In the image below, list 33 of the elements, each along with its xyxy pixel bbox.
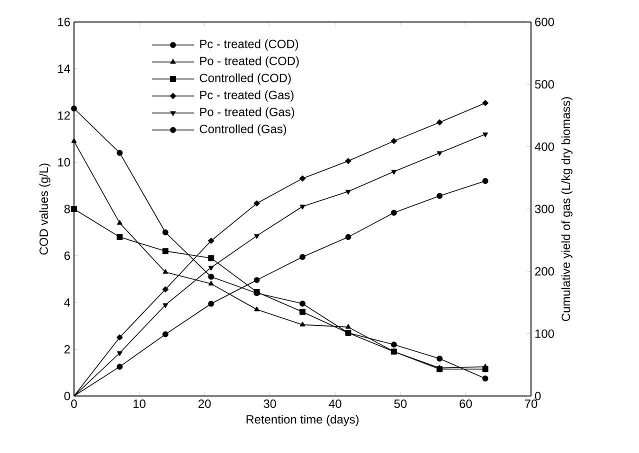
y-tick-label: 0 [64,392,70,400]
x-tick-label: 40 [328,400,342,408]
y2-tick-label: 300 [534,204,554,214]
y2-tick-label: 600 [535,18,554,26]
x-tick-label: 60 [460,400,472,408]
y2-tick-label: 400 [534,142,554,151]
x-tick-label: 0 [71,400,77,408]
legend-label: Pc - treated (Gas) [200,90,294,102]
y-tick-label: 16 [58,18,70,26]
y-tick-label: 4 [64,298,70,307]
legend-label: Po - treated (COD) [200,56,299,68]
y2-tick-label: 100 [535,329,554,338]
y-tick-label: 10 [58,158,70,166]
x-tick-label: 50 [394,400,407,408]
x-tick-label: 20 [198,400,211,408]
legend-label: Pc - treated (COD) [200,39,298,51]
y2-tick-label: 200 [535,267,554,276]
x-tick-label: 30 [264,400,276,408]
y-tick-label: 2 [64,345,70,354]
y-tick-label: 6 [64,252,70,260]
x-tick-label: 10 [134,400,146,408]
y-tick-label: 14 [58,64,70,73]
legend-label: Controlled (Gas) [200,124,286,136]
legend-label: Po - treated (Gas) [200,107,294,119]
y-axis-title: COD values (g/L) [39,164,50,255]
x-tick-label: 70 [524,400,538,408]
y2-tick-label: 500 [535,80,554,89]
y2-tick-label: 0 [534,392,541,400]
legend-label: Controlled (COD) [200,73,291,85]
y2-axis-title: Cumulative yield of gas (L/kg dry biomass) [561,97,572,322]
y-tick-label: 12 [58,111,70,120]
y-tick-label: 8 [64,204,70,214]
x-axis-title: Retention time (days) [246,414,359,426]
